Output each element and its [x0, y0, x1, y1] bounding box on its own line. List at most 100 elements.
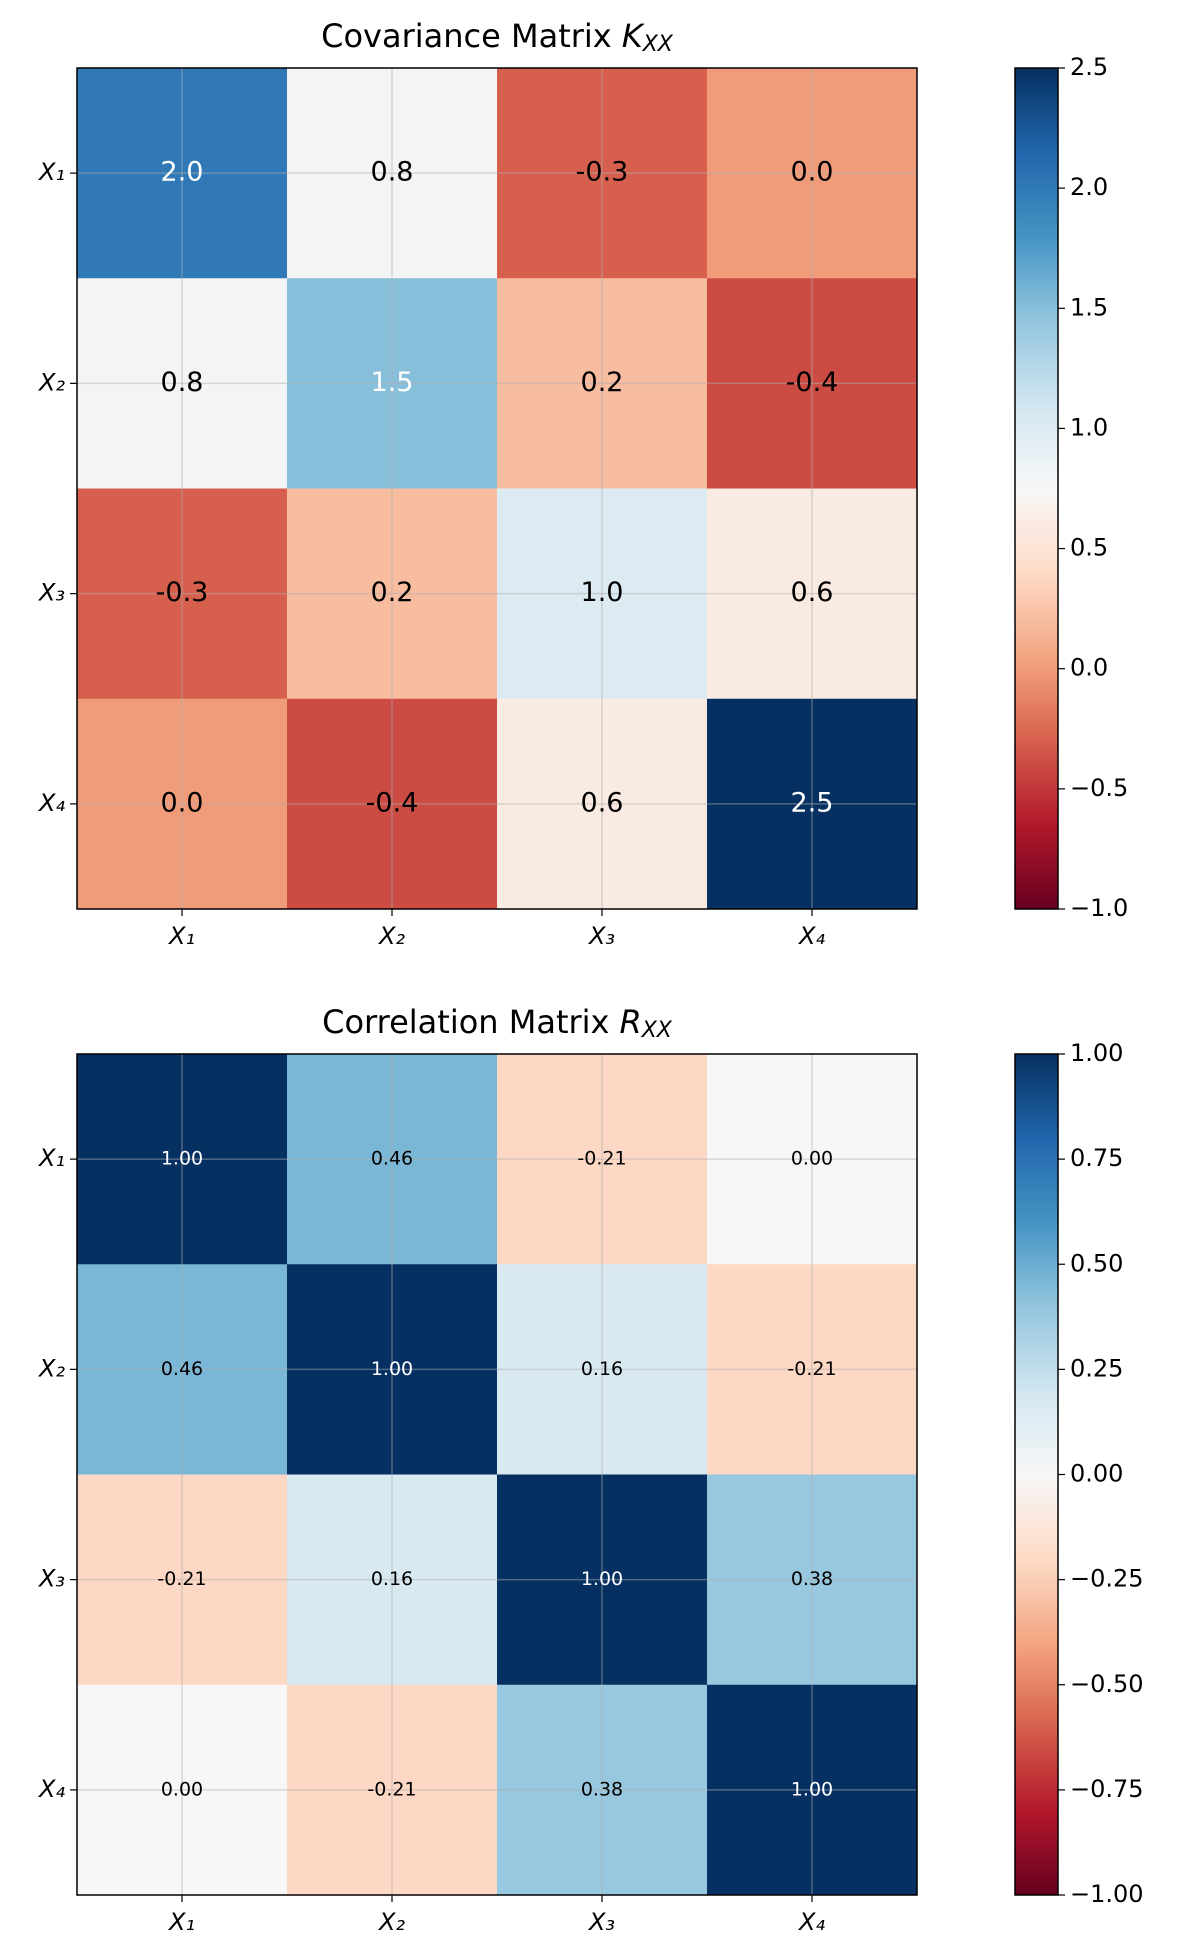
- heatmap-cell: [707, 1474, 918, 1686]
- y-tick-label: X₂: [37, 1354, 65, 1382]
- cell-label: 0.0: [791, 157, 834, 188]
- heatmap-cell: [287, 1264, 498, 1475]
- colorbar-tick-label: 0.00: [1070, 1460, 1123, 1488]
- heatmap-cell: [707, 278, 918, 489]
- cell-label: 1.00: [161, 1148, 203, 1170]
- colorbar: [1014, 67, 1059, 910]
- colorbar-tick-label: −1.0: [1070, 894, 1128, 922]
- cell-label: -0.4: [786, 367, 839, 398]
- heatmap-cell: [497, 1684, 708, 1896]
- heatmap-cell: [497, 1474, 708, 1686]
- colorbar-tick-label: 0.75: [1070, 1144, 1123, 1172]
- cell-label: 0.8: [371, 157, 414, 188]
- heatmap-cell: [77, 488, 288, 700]
- y-tick-label: X₁: [37, 158, 65, 186]
- heatmap-cell: [707, 68, 918, 279]
- colorbar-tick-label: 0.25: [1070, 1354, 1123, 1382]
- cell-label: 0.2: [371, 577, 414, 608]
- x-tick-label: X₄: [797, 1908, 825, 1936]
- heatmap-cell: [77, 698, 288, 910]
- cell-label: 0.0: [161, 787, 204, 818]
- heatmap-cell: [497, 488, 708, 700]
- axes-frame: [76, 67, 918, 910]
- cell-label: 0.16: [371, 1568, 413, 1590]
- colorbar-tick-label: −0.75: [1070, 1775, 1144, 1803]
- colorbar-tick-label: 1.5: [1070, 293, 1108, 321]
- cell-label: 0.8: [161, 367, 204, 398]
- y-tick-label: X₄: [37, 789, 65, 817]
- cell-label: 0.6: [581, 787, 624, 818]
- heatmap-cell: [707, 1264, 918, 1475]
- y-tick-label: X₃: [37, 579, 65, 607]
- title-text: Covariance Matrix: [321, 17, 612, 55]
- x-tick-label: X₄: [797, 922, 825, 950]
- cell-label: 1.00: [371, 1358, 413, 1380]
- heatmap-cell: [287, 1474, 498, 1686]
- cell-label: 1.00: [581, 1568, 623, 1590]
- colorbar: [1014, 1053, 1059, 1896]
- heatmap-cell: [287, 698, 498, 910]
- colorbar-tick-label: 2.5: [1070, 53, 1108, 81]
- heatmap-cell: [707, 488, 918, 700]
- heatmap-cell: [707, 1054, 918, 1265]
- cell-label: -0.21: [787, 1358, 836, 1380]
- colorbar-tick-label: −0.50: [1070, 1670, 1144, 1698]
- x-tick-label: X₂: [377, 1908, 405, 1936]
- colorbar-tick-label: −0.25: [1070, 1565, 1144, 1593]
- y-tick-label: X₄: [37, 1775, 65, 1803]
- cell-label: -0.3: [576, 157, 629, 188]
- cell-label: -0.4: [366, 787, 419, 818]
- y-tick-label: X₃: [37, 1565, 65, 1593]
- title-subscript: XX: [642, 32, 674, 57]
- chart-title: Covariance Matrix KXX: [321, 17, 674, 57]
- cell-label: 2.5: [791, 787, 834, 818]
- colorbar-tick-label: 2.0: [1070, 173, 1108, 201]
- heatmap-cell: [497, 278, 708, 489]
- colorbar-tick-label: 0.50: [1070, 1249, 1123, 1277]
- x-tick-label: X₁: [167, 1908, 195, 1936]
- cell-label: 0.16: [581, 1358, 623, 1380]
- title-text: Correlation Matrix: [322, 1003, 609, 1041]
- heatmap-cell: [707, 1684, 918, 1896]
- y-tick-label: X₁: [37, 1144, 65, 1172]
- title-symbol: K: [622, 17, 646, 55]
- heatmap-cell: [77, 1264, 288, 1475]
- cell-label: 1.5: [371, 367, 414, 398]
- cell-label: 0.46: [161, 1358, 203, 1380]
- cell-label: 0.46: [371, 1148, 413, 1170]
- axes-frame: [76, 1053, 918, 1896]
- cell-label: -0.21: [367, 1778, 416, 1800]
- colorbar-tick-label: 1.0: [1070, 413, 1108, 441]
- chart-title: Correlation Matrix RXX: [322, 1003, 673, 1043]
- cell-label: 1.00: [791, 1778, 833, 1800]
- heatmap-cell: [497, 1264, 708, 1475]
- cell-label: 0.38: [581, 1778, 623, 1800]
- cell-label: 1.0: [581, 577, 624, 608]
- cell-label: -0.21: [157, 1568, 206, 1590]
- x-tick-label: X₁: [167, 922, 195, 950]
- heatmap-cell: [287, 488, 498, 700]
- heatmap-cell: [707, 698, 918, 910]
- cell-label: 2.0: [161, 157, 204, 188]
- heatmap-cell: [287, 68, 498, 279]
- heatmap-cell: [287, 278, 498, 489]
- heatmap-cell: [77, 278, 288, 489]
- x-tick-label: X₃: [587, 922, 615, 950]
- cell-label: -0.21: [577, 1148, 626, 1170]
- x-tick-label: X₃: [587, 1908, 615, 1936]
- colorbar-tick-label: 1.00: [1070, 1039, 1123, 1067]
- heatmap-cell: [497, 698, 708, 910]
- cell-label: 0.00: [791, 1148, 833, 1170]
- heatmap-cell: [287, 1684, 498, 1896]
- cell-label: 0.00: [161, 1778, 203, 1800]
- heatmap-cell: [77, 1474, 288, 1686]
- heatmap-cell: [287, 1054, 498, 1265]
- title-subscript: XX: [641, 1018, 673, 1043]
- heatmap-cell: [77, 68, 288, 279]
- cell-label: 0.38: [791, 1568, 833, 1590]
- heatmap-cell: [497, 1054, 708, 1265]
- colorbar-tick-label: −0.5: [1070, 774, 1128, 802]
- title-symbol: R: [619, 1003, 641, 1041]
- cell-label: 0.2: [581, 367, 624, 398]
- heatmap-cell: [497, 68, 708, 279]
